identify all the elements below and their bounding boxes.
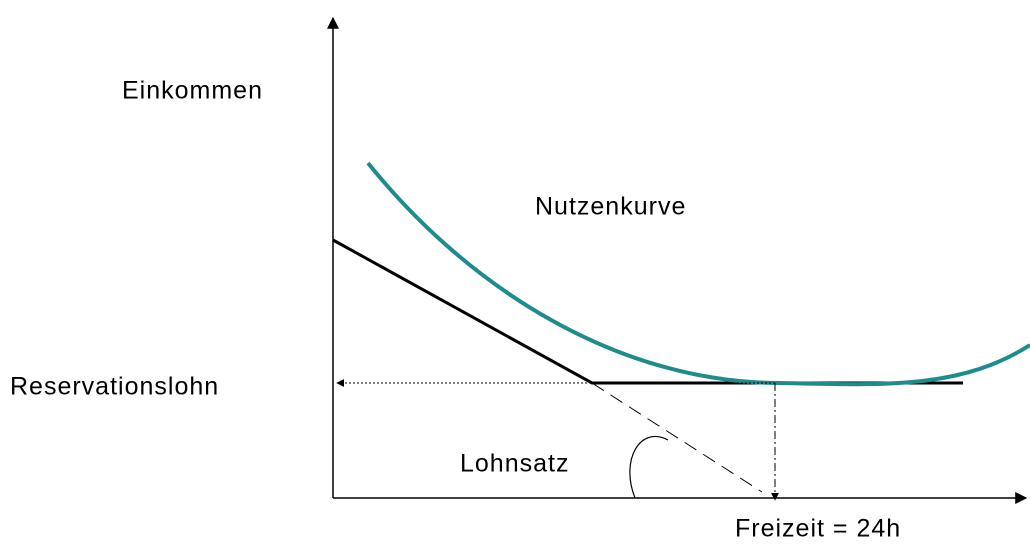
y-axis-label: Einkommen <box>122 77 263 105</box>
utility-curve <box>366 161 1030 387</box>
reservation-label: Reservationslohn <box>10 373 219 401</box>
curve-label: Nutzenkurve <box>535 193 686 221</box>
angle-arc <box>629 435 669 499</box>
x-axis-label: Freizeit = 24h <box>735 515 901 543</box>
budget-extension <box>591 382 763 493</box>
wage-rate-label: Lohnsatz <box>460 450 569 478</box>
